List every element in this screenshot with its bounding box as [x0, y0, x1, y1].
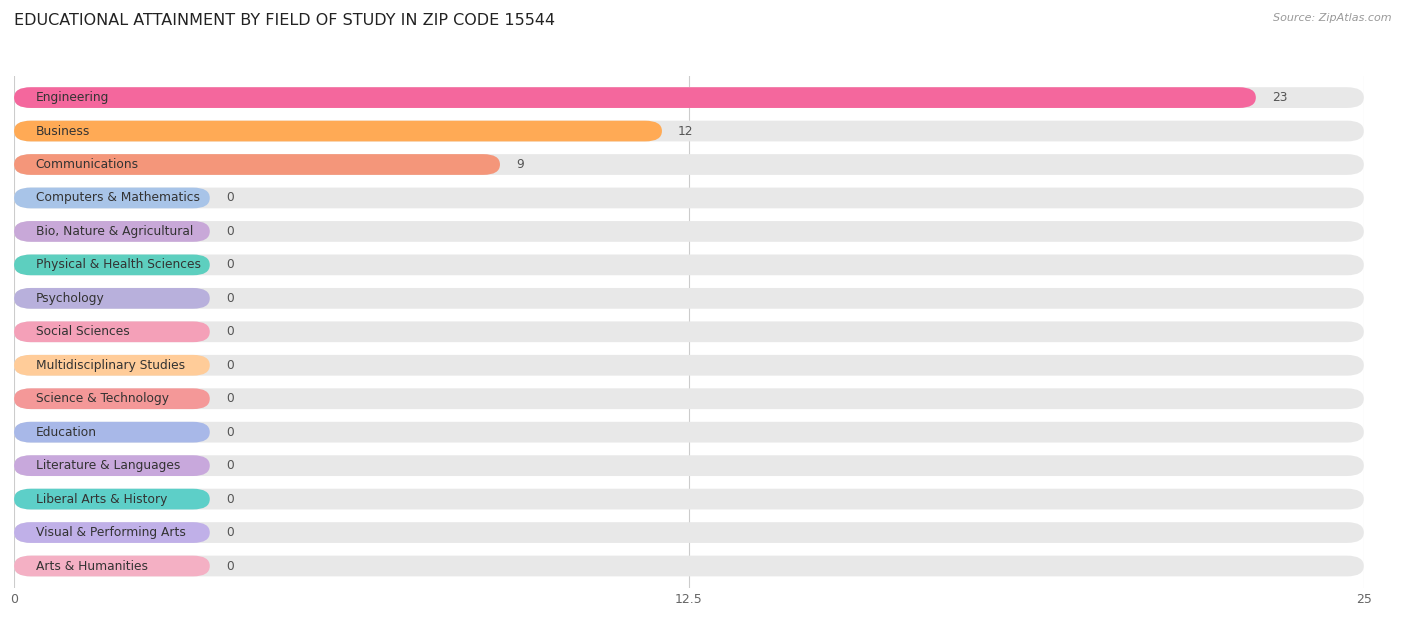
Text: 0: 0: [226, 526, 233, 539]
Text: 0: 0: [226, 426, 233, 439]
Text: Arts & Humanities: Arts & Humanities: [35, 559, 148, 573]
Text: 12: 12: [678, 125, 693, 138]
Text: Computers & Mathematics: Computers & Mathematics: [35, 191, 200, 205]
FancyBboxPatch shape: [14, 422, 1364, 442]
FancyBboxPatch shape: [14, 188, 1364, 209]
FancyBboxPatch shape: [14, 556, 209, 576]
FancyBboxPatch shape: [14, 455, 209, 476]
FancyBboxPatch shape: [14, 87, 1364, 108]
FancyBboxPatch shape: [14, 288, 209, 308]
Text: 0: 0: [226, 359, 233, 372]
Text: Physical & Health Sciences: Physical & Health Sciences: [35, 258, 201, 271]
Text: 0: 0: [226, 459, 233, 472]
FancyBboxPatch shape: [14, 489, 209, 509]
FancyBboxPatch shape: [14, 288, 1364, 308]
FancyBboxPatch shape: [14, 87, 1256, 108]
Text: Social Sciences: Social Sciences: [35, 325, 129, 338]
Text: Literature & Languages: Literature & Languages: [35, 459, 180, 472]
Text: Visual & Performing Arts: Visual & Performing Arts: [35, 526, 186, 539]
Text: Multidisciplinary Studies: Multidisciplinary Studies: [35, 359, 184, 372]
FancyBboxPatch shape: [14, 322, 1364, 342]
FancyBboxPatch shape: [14, 388, 1364, 409]
Text: 0: 0: [226, 258, 233, 271]
FancyBboxPatch shape: [14, 255, 209, 276]
FancyBboxPatch shape: [14, 355, 209, 375]
Text: 0: 0: [226, 191, 233, 205]
Text: Liberal Arts & History: Liberal Arts & History: [35, 492, 167, 506]
FancyBboxPatch shape: [14, 422, 209, 442]
FancyBboxPatch shape: [14, 388, 209, 409]
Text: 23: 23: [1272, 91, 1288, 104]
FancyBboxPatch shape: [14, 121, 662, 142]
Text: 0: 0: [226, 492, 233, 506]
Text: Communications: Communications: [35, 158, 139, 171]
FancyBboxPatch shape: [14, 154, 1364, 175]
FancyBboxPatch shape: [14, 121, 1364, 142]
Text: 0: 0: [226, 325, 233, 338]
FancyBboxPatch shape: [14, 255, 1364, 276]
FancyBboxPatch shape: [14, 355, 1364, 375]
Text: Source: ZipAtlas.com: Source: ZipAtlas.com: [1274, 13, 1392, 23]
FancyBboxPatch shape: [14, 522, 209, 543]
FancyBboxPatch shape: [14, 455, 1364, 476]
Text: Bio, Nature & Agricultural: Bio, Nature & Agricultural: [35, 225, 193, 238]
Text: 0: 0: [226, 225, 233, 238]
FancyBboxPatch shape: [14, 322, 209, 342]
Text: Engineering: Engineering: [35, 91, 110, 104]
Text: Science & Technology: Science & Technology: [35, 392, 169, 405]
FancyBboxPatch shape: [14, 522, 1364, 543]
Text: 9: 9: [516, 158, 524, 171]
Text: 0: 0: [226, 392, 233, 405]
FancyBboxPatch shape: [14, 556, 1364, 576]
Text: EDUCATIONAL ATTAINMENT BY FIELD OF STUDY IN ZIP CODE 15544: EDUCATIONAL ATTAINMENT BY FIELD OF STUDY…: [14, 13, 555, 28]
FancyBboxPatch shape: [14, 154, 501, 175]
Text: Education: Education: [35, 426, 97, 439]
Text: Business: Business: [35, 125, 90, 138]
FancyBboxPatch shape: [14, 221, 1364, 242]
Text: 0: 0: [226, 559, 233, 573]
Text: 0: 0: [226, 292, 233, 305]
FancyBboxPatch shape: [14, 188, 209, 209]
FancyBboxPatch shape: [14, 489, 1364, 509]
FancyBboxPatch shape: [14, 221, 209, 242]
Text: Psychology: Psychology: [35, 292, 104, 305]
